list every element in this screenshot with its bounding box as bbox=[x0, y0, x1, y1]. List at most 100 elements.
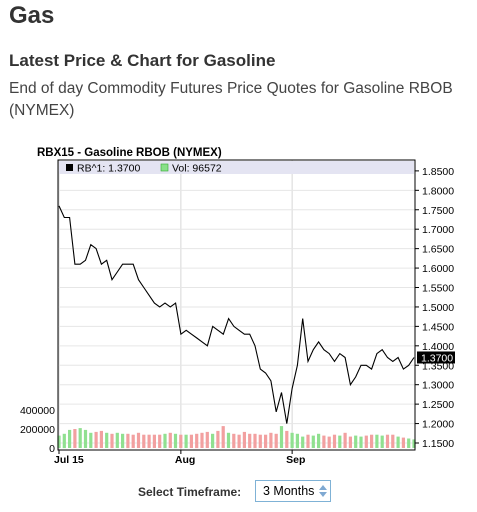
volume-bar bbox=[401, 437, 405, 448]
plot-area bbox=[58, 160, 415, 450]
volume-bar bbox=[205, 431, 209, 448]
volume-bar bbox=[343, 432, 347, 448]
volume-bar bbox=[322, 435, 326, 448]
volume-bar bbox=[285, 430, 289, 448]
price-tick-label: 1.2500 bbox=[422, 399, 454, 411]
volume-bar bbox=[380, 435, 384, 448]
volume-bar bbox=[306, 434, 310, 448]
volume-bar bbox=[163, 433, 167, 449]
select-arrows-icon bbox=[319, 485, 327, 497]
volume-bar bbox=[396, 436, 400, 448]
volume-bar bbox=[110, 433, 114, 449]
volume-bar bbox=[115, 432, 119, 448]
volume-bar bbox=[136, 432, 141, 448]
price-tick-label: 1.8500 bbox=[422, 166, 454, 178]
timeframe-select[interactable]: 3 Months bbox=[255, 480, 331, 502]
volume-bar bbox=[57, 435, 61, 448]
volume-bar bbox=[216, 430, 220, 448]
volume-bar bbox=[62, 433, 66, 449]
volume-bar bbox=[221, 426, 225, 448]
legend-label-price: RB^1: 1.3700 bbox=[77, 163, 140, 175]
volume-bar bbox=[168, 432, 172, 448]
volume-bar bbox=[279, 426, 284, 448]
volume-bar bbox=[200, 432, 204, 448]
volume-bar bbox=[226, 432, 231, 448]
legend-swatch-price bbox=[66, 164, 73, 171]
volume-bar bbox=[189, 434, 193, 448]
volume-bar bbox=[248, 433, 252, 449]
price-tick-label: 1.2000 bbox=[422, 419, 454, 431]
volume-bar bbox=[232, 433, 236, 449]
volume-bar bbox=[269, 432, 273, 448]
legend-bar bbox=[59, 161, 414, 174]
legend-label-volume: Vol: 96572 bbox=[172, 163, 222, 175]
x-tick-label: Sep bbox=[286, 454, 305, 466]
volume-bar bbox=[301, 436, 305, 448]
volume-bar bbox=[211, 433, 215, 449]
price-tick-label: 1.5000 bbox=[422, 302, 454, 314]
legend-swatch-volume bbox=[160, 163, 169, 172]
volume-bar bbox=[370, 434, 374, 448]
volume-bar bbox=[99, 430, 103, 448]
volume-bar bbox=[385, 434, 390, 448]
x-tick-label: Aug bbox=[175, 454, 195, 466]
price-tick-label: 1.7500 bbox=[422, 205, 454, 217]
volume-bar bbox=[147, 434, 151, 448]
price-tick-label: 1.5500 bbox=[422, 283, 454, 295]
volume-bar bbox=[274, 433, 278, 449]
volume-bar bbox=[237, 434, 241, 448]
volume-bar bbox=[258, 434, 262, 448]
volume-bar bbox=[375, 434, 379, 448]
volume-bar bbox=[264, 434, 268, 448]
volume-bar bbox=[391, 434, 395, 448]
plot-border bbox=[57, 159, 416, 451]
volume-bar bbox=[142, 434, 146, 448]
volume-bar bbox=[332, 434, 337, 448]
volume-bar bbox=[354, 435, 358, 448]
volume-bar bbox=[359, 436, 363, 448]
section-heading: Latest Price & Chart for Gasoline bbox=[9, 51, 276, 70]
price-tick-label: 1.4000 bbox=[422, 341, 454, 353]
volume-bar bbox=[364, 435, 368, 448]
volume-tick-label: 0 bbox=[49, 443, 55, 455]
price-chart: 1.8500 1.8000 1.7500 1.7000 1.6500 1.6000 1.55… bbox=[20, 159, 455, 466]
volume-bar bbox=[184, 434, 188, 448]
timeframe-label: Select Timeframe: bbox=[138, 485, 242, 499]
timeframe-selected-value: 3 Months bbox=[263, 484, 315, 498]
price-tick-label: 1.6000 bbox=[422, 263, 454, 275]
section-description: End of day Commodity Futures Price Quote… bbox=[9, 80, 453, 119]
volume-bar bbox=[338, 435, 342, 448]
volume-bar bbox=[412, 439, 416, 448]
volume-bar bbox=[105, 432, 109, 448]
volume-bar bbox=[195, 433, 199, 449]
volume-bar bbox=[94, 431, 98, 448]
volume-bar bbox=[121, 433, 125, 449]
volume-bar bbox=[327, 436, 331, 448]
volume-bar bbox=[68, 429, 72, 448]
volume-bar bbox=[89, 432, 93, 448]
chart-title: RBX15 - Gasoline RBOB (NYMEX) bbox=[37, 147, 222, 159]
volume-bar bbox=[158, 434, 162, 448]
volume-bar bbox=[179, 434, 183, 448]
price-tick-label: 1.3000 bbox=[422, 380, 454, 392]
volume-bar bbox=[295, 433, 299, 449]
volume-bar bbox=[407, 438, 411, 448]
price-tick-label: 1.7000 bbox=[422, 224, 454, 236]
volume-bar bbox=[152, 434, 156, 448]
volume-bar bbox=[253, 433, 257, 449]
volume-bar bbox=[73, 429, 77, 448]
volume-tick-label: 200000 bbox=[20, 424, 55, 436]
volume-bar bbox=[78, 428, 82, 448]
volume-bar bbox=[317, 433, 321, 449]
volume-bar bbox=[131, 434, 135, 448]
volume-bar bbox=[290, 432, 294, 448]
price-line bbox=[58, 205, 415, 424]
x-tick-label: Jul 15 bbox=[54, 454, 84, 466]
volume-bar bbox=[311, 435, 315, 448]
volume-bar bbox=[242, 431, 246, 448]
price-tick-label: 1.4500 bbox=[422, 321, 454, 333]
volume-bar bbox=[348, 436, 352, 448]
price-tick-label: 1.8000 bbox=[422, 185, 454, 197]
volume-bar bbox=[126, 433, 130, 449]
page-title: Gas bbox=[9, 2, 55, 29]
